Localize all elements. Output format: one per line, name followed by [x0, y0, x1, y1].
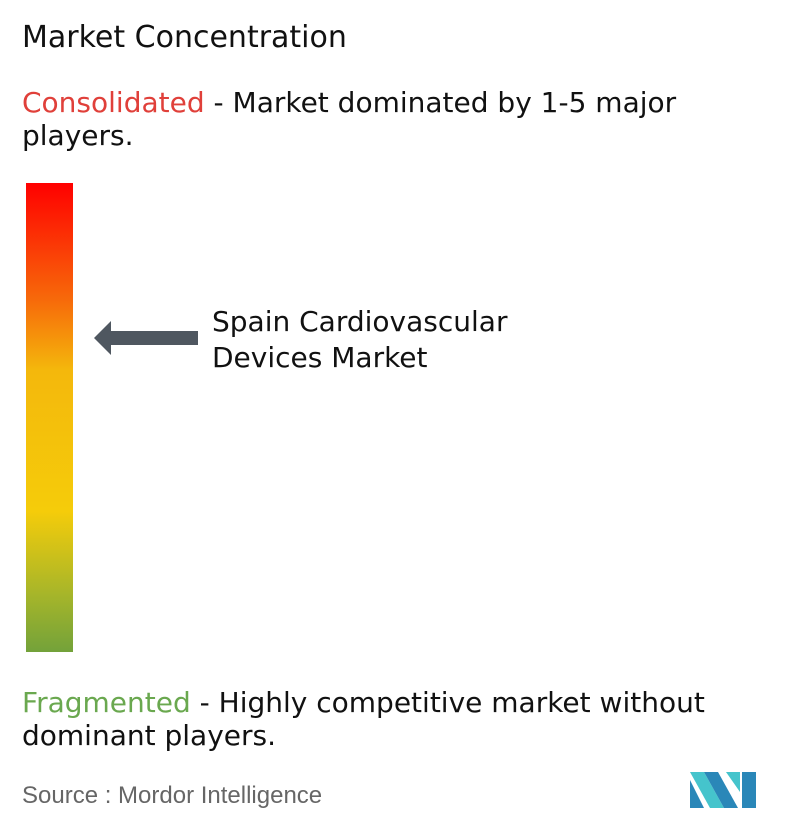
market-label: Spain Cardiovascular Devices Market	[212, 304, 507, 376]
page-title: Market Concentration	[22, 20, 347, 55]
market-label-line2: Devices Market	[212, 340, 428, 374]
consolidated-label: Consolidated	[22, 86, 205, 119]
consolidated-legend: Consolidated - Market dominated by 1-5 m…	[22, 86, 782, 152]
concentration-gradient-bar	[26, 183, 73, 652]
fragmented-legend: Fragmented - Highly competitive market w…	[22, 686, 792, 752]
fragmented-description: - Highly competitive market without domi…	[22, 686, 705, 752]
fragmented-label: Fragmented	[22, 686, 191, 719]
market-position-arrow-icon	[94, 320, 198, 355]
consolidated-description: - Market dominated by 1-5 major players.	[22, 86, 677, 152]
mordor-intelligence-logo	[690, 772, 756, 808]
market-label-line1: Spain Cardiovascular	[212, 304, 508, 338]
source-text: Source : Mordor Intelligence	[22, 782, 323, 809]
